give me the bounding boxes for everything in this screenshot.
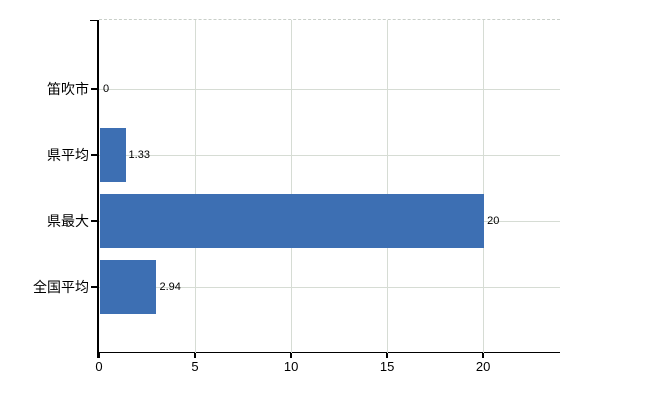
category-tick: [91, 220, 98, 222]
x-tick-label: 5: [191, 359, 199, 374]
bar: [100, 128, 126, 182]
bar-value-label: 20: [487, 215, 500, 227]
x-tick: [482, 353, 484, 358]
x-tick: [386, 353, 388, 358]
category-tick: [91, 286, 98, 288]
category-label: 県最大: [47, 213, 89, 229]
horizontal-gridline: [99, 154, 560, 156]
x-tick: [290, 353, 292, 358]
category-tick: [91, 154, 98, 156]
x-tick: [194, 353, 196, 358]
category-label: 全国平均: [33, 279, 89, 295]
x-tick-label: 20: [475, 359, 491, 374]
vertical-gridline: [386, 20, 388, 353]
x-tick-label: 10: [283, 359, 299, 374]
horizontal-gridline: [99, 88, 560, 90]
plot-top-border: [99, 19, 560, 20]
x-tick-label: 0: [95, 359, 103, 374]
category-label: 笛吹市: [47, 81, 89, 97]
bar: [100, 260, 157, 314]
y-axis-top-tick: [90, 19, 98, 21]
horizontal-gridline: [99, 286, 560, 288]
bar: [100, 194, 485, 248]
vertical-gridline: [482, 20, 484, 353]
x-tick-label: 15: [379, 359, 395, 374]
x-tick: [98, 353, 100, 358]
category-tick: [91, 88, 98, 90]
bar-value-label: 1.33: [128, 149, 150, 161]
x-axis-line: [97, 351, 560, 353]
vertical-gridline: [194, 20, 196, 353]
bar-value-label: 2.94: [159, 281, 181, 293]
vertical-gridline: [290, 20, 292, 353]
y-axis-line: [97, 20, 99, 358]
category-label: 県平均: [47, 147, 89, 163]
bar-value-label: 0: [103, 83, 110, 95]
